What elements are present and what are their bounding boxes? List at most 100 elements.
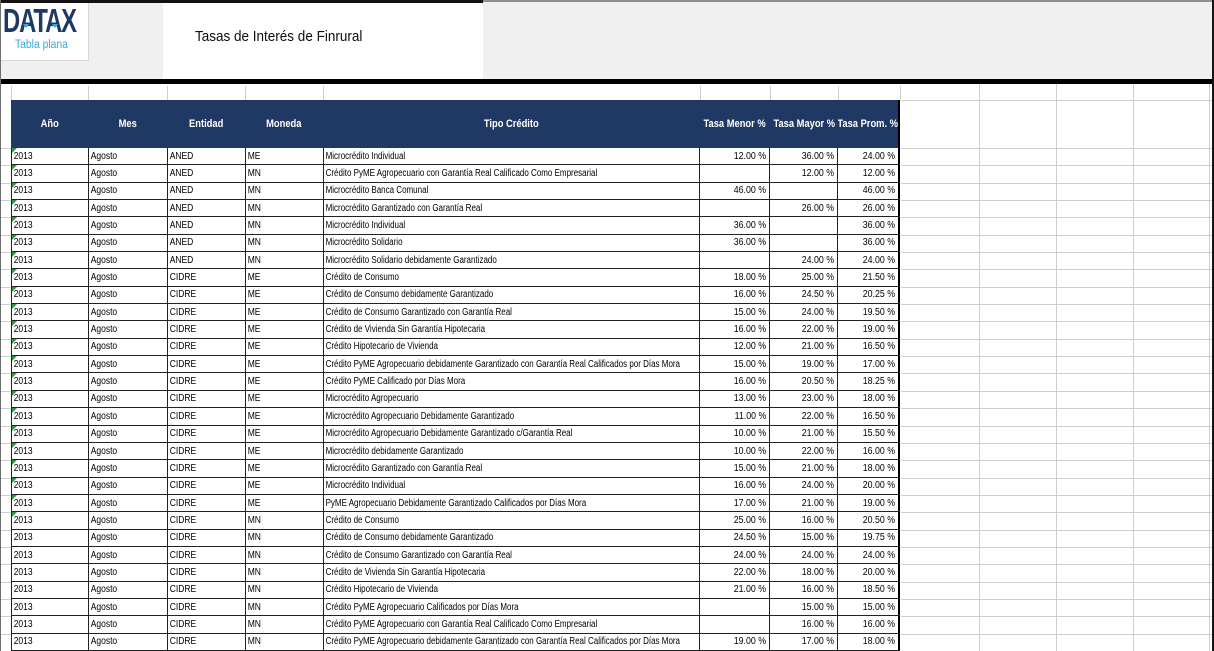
cell-month[interactable]: Agosto xyxy=(89,200,168,217)
cell-entity[interactable]: CIDRE xyxy=(168,598,246,616)
column-header-moneda[interactable]: Moneda xyxy=(245,100,323,148)
cell-rate-min[interactable]: 12.00 % xyxy=(700,338,771,356)
cell-month[interactable]: Agosto xyxy=(89,529,168,546)
cell-rate-avg[interactable]: 20.50 % xyxy=(838,512,900,529)
cell-currency[interactable]: MN xyxy=(246,234,324,252)
cell-entity[interactable]: CIDRE xyxy=(168,460,246,477)
cell-credit-type[interactable]: Microcrédito Agropecuario xyxy=(324,390,701,408)
cell-rate-avg[interactable]: 19.75 % xyxy=(838,529,900,546)
cell-rate-avg[interactable]: 24.00 % xyxy=(838,546,900,564)
cell-year[interactable]: 2013 xyxy=(12,581,89,598)
cell-rate-avg[interactable]: 36.00 % xyxy=(838,234,900,252)
cell-credit-type[interactable]: Microcrédito Solidario debidamente Garan… xyxy=(324,252,701,269)
cell-rate-max[interactable]: 24.00 % xyxy=(770,304,839,321)
cell-year[interactable]: 2013 xyxy=(12,494,89,512)
cell-rate-max[interactable] xyxy=(770,182,839,200)
cell-rate-max[interactable]: 21.00 % xyxy=(770,460,839,477)
cell-rate-avg[interactable]: 16.00 % xyxy=(838,616,900,633)
cell-year[interactable]: 2013 xyxy=(12,338,89,356)
cell-rate-avg[interactable]: 16.50 % xyxy=(838,338,900,356)
cell-rate-max[interactable]: 24.00 % xyxy=(770,546,839,564)
cell-month[interactable]: Agosto xyxy=(89,217,168,234)
cell-year[interactable]: 2013 xyxy=(12,165,89,182)
cell-rate-min[interactable] xyxy=(700,165,771,182)
cell-rate-avg[interactable]: 19.00 % xyxy=(838,321,900,338)
cell-rate-avg[interactable]: 26.00 % xyxy=(838,200,900,217)
column-header-entidad[interactable]: Entidad xyxy=(167,100,245,148)
cell-rate-avg[interactable]: 36.00 % xyxy=(838,217,900,234)
cell-rate-max[interactable] xyxy=(770,234,839,252)
cell-entity[interactable]: CIDRE xyxy=(168,581,246,598)
cell-credit-type[interactable]: Crédito Hipotecario de Vivienda xyxy=(324,581,701,598)
cell-month[interactable]: Agosto xyxy=(89,546,168,564)
cell-entity[interactable]: CIDRE xyxy=(168,616,246,633)
cell-rate-min[interactable]: 15.00 % xyxy=(700,356,771,373)
cell-rate-max[interactable] xyxy=(770,217,839,234)
cell-rate-max[interactable]: 25.00 % xyxy=(770,269,839,286)
cell-currency[interactable]: MN xyxy=(246,182,324,200)
cell-entity[interactable]: CIDRE xyxy=(168,546,246,564)
cell-month[interactable]: Agosto xyxy=(89,234,168,252)
cell-year[interactable]: 2013 xyxy=(12,234,89,252)
cell-rate-min[interactable]: 10.00 % xyxy=(700,425,771,442)
cell-month[interactable]: Agosto xyxy=(89,616,168,633)
cell-credit-type[interactable]: Crédito de Consumo xyxy=(324,269,701,286)
cell-entity[interactable]: CIDRE xyxy=(168,529,246,546)
cell-rate-avg[interactable]: 15.00 % xyxy=(838,598,900,616)
cell-currency[interactable]: ME xyxy=(246,425,324,442)
cell-rate-min[interactable]: 36.00 % xyxy=(700,234,771,252)
cell-year[interactable]: 2013 xyxy=(12,425,89,442)
cell-month[interactable]: Agosto xyxy=(89,633,168,650)
cell-month[interactable]: Agosto xyxy=(89,252,168,269)
cell-entity[interactable]: CIDRE xyxy=(168,373,246,390)
cell-rate-avg[interactable]: 46.00 % xyxy=(838,182,900,200)
cell-month[interactable]: Agosto xyxy=(89,269,168,286)
cell-month[interactable]: Agosto xyxy=(89,598,168,616)
cell-credit-type[interactable]: Microcrédito Agropecuario Debidamente Ga… xyxy=(324,425,701,442)
cell-entity[interactable]: CIDRE xyxy=(168,304,246,321)
cell-currency[interactable]: MN xyxy=(246,616,324,633)
cell-year[interactable]: 2013 xyxy=(12,460,89,477)
cell-rate-min[interactable]: 11.00 % xyxy=(700,408,771,425)
cell-rate-min[interactable]: 18.00 % xyxy=(700,269,771,286)
cell-year[interactable]: 2013 xyxy=(12,321,89,338)
cell-entity[interactable]: CIDRE xyxy=(168,425,246,442)
cell-rate-max[interactable]: 22.00 % xyxy=(770,321,839,338)
column-header-tasa-mayor[interactable]: Tasa Mayor % xyxy=(770,100,838,148)
cell-entity[interactable]: CIDRE xyxy=(168,633,246,650)
cell-rate-min[interactable]: 16.00 % xyxy=(700,321,771,338)
cell-rate-avg[interactable]: 18.50 % xyxy=(838,581,900,598)
cell-year[interactable]: 2013 xyxy=(12,564,89,581)
cell-credit-type[interactable]: Microcrédito Banca Comunal xyxy=(324,182,701,200)
cell-credit-type[interactable]: Crédito PyME Agropecuario debidamente Ga… xyxy=(324,633,701,650)
cell-rate-avg[interactable]: 18.00 % xyxy=(838,390,900,408)
cell-rate-min[interactable] xyxy=(700,200,771,217)
cell-month[interactable]: Agosto xyxy=(89,581,168,598)
cell-currency[interactable]: MN xyxy=(246,165,324,182)
cell-rate-avg[interactable]: 20.00 % xyxy=(838,564,900,581)
cell-credit-type[interactable]: Crédito PyME Agropecuario con Garantía R… xyxy=(324,165,701,182)
cell-month[interactable]: Agosto xyxy=(89,148,168,165)
cell-credit-type[interactable]: Crédito de Consumo xyxy=(324,512,701,529)
cell-currency[interactable]: MN xyxy=(246,633,324,650)
cell-credit-type[interactable]: Crédito de Consumo debidamente Garantiza… xyxy=(324,286,701,304)
cell-entity[interactable]: CIDRE xyxy=(168,390,246,408)
cell-month[interactable]: Agosto xyxy=(89,442,168,460)
cell-rate-min[interactable]: 17.00 % xyxy=(700,494,771,512)
cell-currency[interactable]: ME xyxy=(246,494,324,512)
cell-year[interactable]: 2013 xyxy=(12,477,89,494)
cell-year[interactable]: 2013 xyxy=(12,252,89,269)
cell-credit-type[interactable]: Microcrédito Solidario xyxy=(324,234,701,252)
cell-currency[interactable]: ME xyxy=(246,321,324,338)
cell-year[interactable]: 2013 xyxy=(12,148,89,165)
cell-credit-type[interactable]: PyME Agropecuario Debidamente Garantizad… xyxy=(324,494,701,512)
cell-rate-avg[interactable]: 19.50 % xyxy=(838,304,900,321)
cell-rate-max[interactable]: 15.00 % xyxy=(770,598,839,616)
cell-currency[interactable]: ME xyxy=(246,286,324,304)
cell-rate-max[interactable]: 22.00 % xyxy=(770,408,839,425)
cell-month[interactable]: Agosto xyxy=(89,321,168,338)
cell-rate-min[interactable]: 15.00 % xyxy=(700,460,771,477)
cell-rate-max[interactable]: 15.00 % xyxy=(770,529,839,546)
cell-credit-type[interactable]: Crédito PyME Agropecuario Calificados po… xyxy=(324,598,701,616)
cell-credit-type[interactable]: Microcrédito Garantizado con Garantía Re… xyxy=(324,460,701,477)
